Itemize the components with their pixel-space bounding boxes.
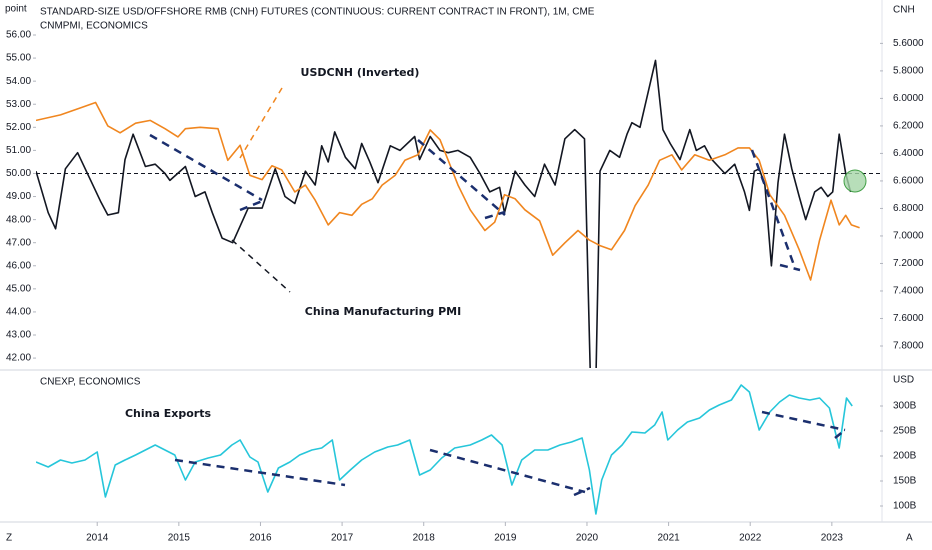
x-tick-label: 2016 bbox=[249, 533, 272, 544]
chart-title: STANDARD-SIZE USD/OFFSHORE RMB (CNH) FUT… bbox=[40, 7, 595, 18]
annotation: USDCNH (Inverted) bbox=[301, 66, 420, 79]
trend-arrow bbox=[573, 486, 591, 497]
y2-tick-label: 6.8000 bbox=[893, 203, 924, 214]
chart-subtitle: CNMPMI, ECONOMICS bbox=[40, 21, 148, 32]
y-tick-label: 51.00 bbox=[6, 145, 31, 156]
y-tick-label: 47.00 bbox=[6, 237, 31, 248]
y-tick-label: 100B bbox=[893, 501, 917, 512]
y2-tick-label: 6.4000 bbox=[893, 148, 924, 159]
trend-arrow bbox=[750, 149, 797, 269]
series-line bbox=[36, 101, 860, 281]
y-tick-label: 42.00 bbox=[6, 353, 31, 364]
y-tick-label: 150B bbox=[893, 476, 917, 487]
y2-tick-label: 6.0000 bbox=[893, 93, 924, 104]
y2-tick-label: 6.6000 bbox=[893, 176, 924, 187]
y2-tick-label: 6.2000 bbox=[893, 121, 924, 132]
highlight-circle bbox=[843, 169, 867, 193]
x-tick-label: 2017 bbox=[331, 533, 354, 544]
leader-line bbox=[239, 87, 283, 159]
y-tick-label: 200B bbox=[893, 451, 917, 462]
series-line bbox=[36, 59, 852, 368]
trend-arrow bbox=[239, 198, 266, 212]
y2-tick-label: 5.6000 bbox=[893, 38, 924, 49]
x-tick-label: 2023 bbox=[821, 533, 844, 544]
y-tick-label: 54.00 bbox=[6, 76, 31, 87]
y-tick-label: 46.00 bbox=[6, 260, 31, 271]
leader-line bbox=[231, 239, 291, 293]
y-tick-label: 44.00 bbox=[6, 307, 31, 318]
y2-axis-unit: CNH bbox=[893, 5, 915, 16]
trend-arrow bbox=[484, 210, 506, 220]
pane-title: CNEXP, ECONOMICS bbox=[40, 377, 141, 388]
trend-arrow bbox=[429, 448, 586, 494]
y-tick-label: 250B bbox=[893, 426, 917, 437]
y-tick-label: 48.00 bbox=[6, 214, 31, 225]
x-tick-label: 2021 bbox=[657, 533, 680, 544]
x-tick-label: 2018 bbox=[413, 533, 436, 544]
x-tick-label: 2015 bbox=[168, 533, 191, 544]
y2-tick-label: 7.8000 bbox=[893, 341, 924, 352]
y-tick-label: 43.00 bbox=[6, 330, 31, 341]
x-tick-label: 2020 bbox=[576, 533, 599, 544]
x-tick-label: 2022 bbox=[739, 533, 762, 544]
y-tick-label: 55.00 bbox=[6, 53, 31, 64]
y-axis-unit: USD bbox=[893, 375, 914, 386]
y-tick-label: 52.00 bbox=[6, 122, 31, 133]
x-tick-label: 2019 bbox=[494, 533, 517, 544]
y-tick-label: 56.00 bbox=[6, 30, 31, 41]
trend-arrow bbox=[174, 458, 346, 487]
corner-label: Z bbox=[6, 533, 12, 544]
trend-arrow bbox=[834, 429, 846, 439]
corner-label: A bbox=[906, 533, 913, 544]
y-tick-label: 53.00 bbox=[6, 99, 31, 110]
annotation: China Exports bbox=[125, 407, 211, 420]
y-tick-label: 49.00 bbox=[6, 191, 31, 202]
plot-layer: 42.00 43.00 44.00 45.00 46.00 47.00 48.00 49.00… bbox=[6, 30, 924, 544]
x-tick-label: 2014 bbox=[86, 533, 109, 544]
series-line bbox=[36, 384, 853, 515]
trend-arrow bbox=[779, 263, 801, 272]
y2-tick-label: 7.4000 bbox=[893, 286, 924, 297]
trend-arrow bbox=[149, 133, 263, 202]
y-axis-unit: point bbox=[5, 4, 27, 15]
y-tick-label: 50.00 bbox=[6, 168, 31, 179]
y2-tick-label: 7.2000 bbox=[893, 258, 924, 269]
plot-area bbox=[36, 384, 853, 515]
trend-arrow bbox=[417, 139, 506, 216]
drawn-annotations bbox=[149, 87, 867, 497]
annotation: China Manufacturing PMI bbox=[305, 305, 461, 318]
y2-tick-label: 7.0000 bbox=[893, 231, 924, 242]
y-tick-label: 45.00 bbox=[6, 283, 31, 294]
y2-tick-label: 7.6000 bbox=[893, 313, 924, 324]
trend-arrow bbox=[761, 410, 846, 432]
y2-tick-label: 5.8000 bbox=[893, 66, 924, 77]
y-tick-label: 300B bbox=[893, 401, 917, 412]
plot-area bbox=[36, 59, 880, 368]
